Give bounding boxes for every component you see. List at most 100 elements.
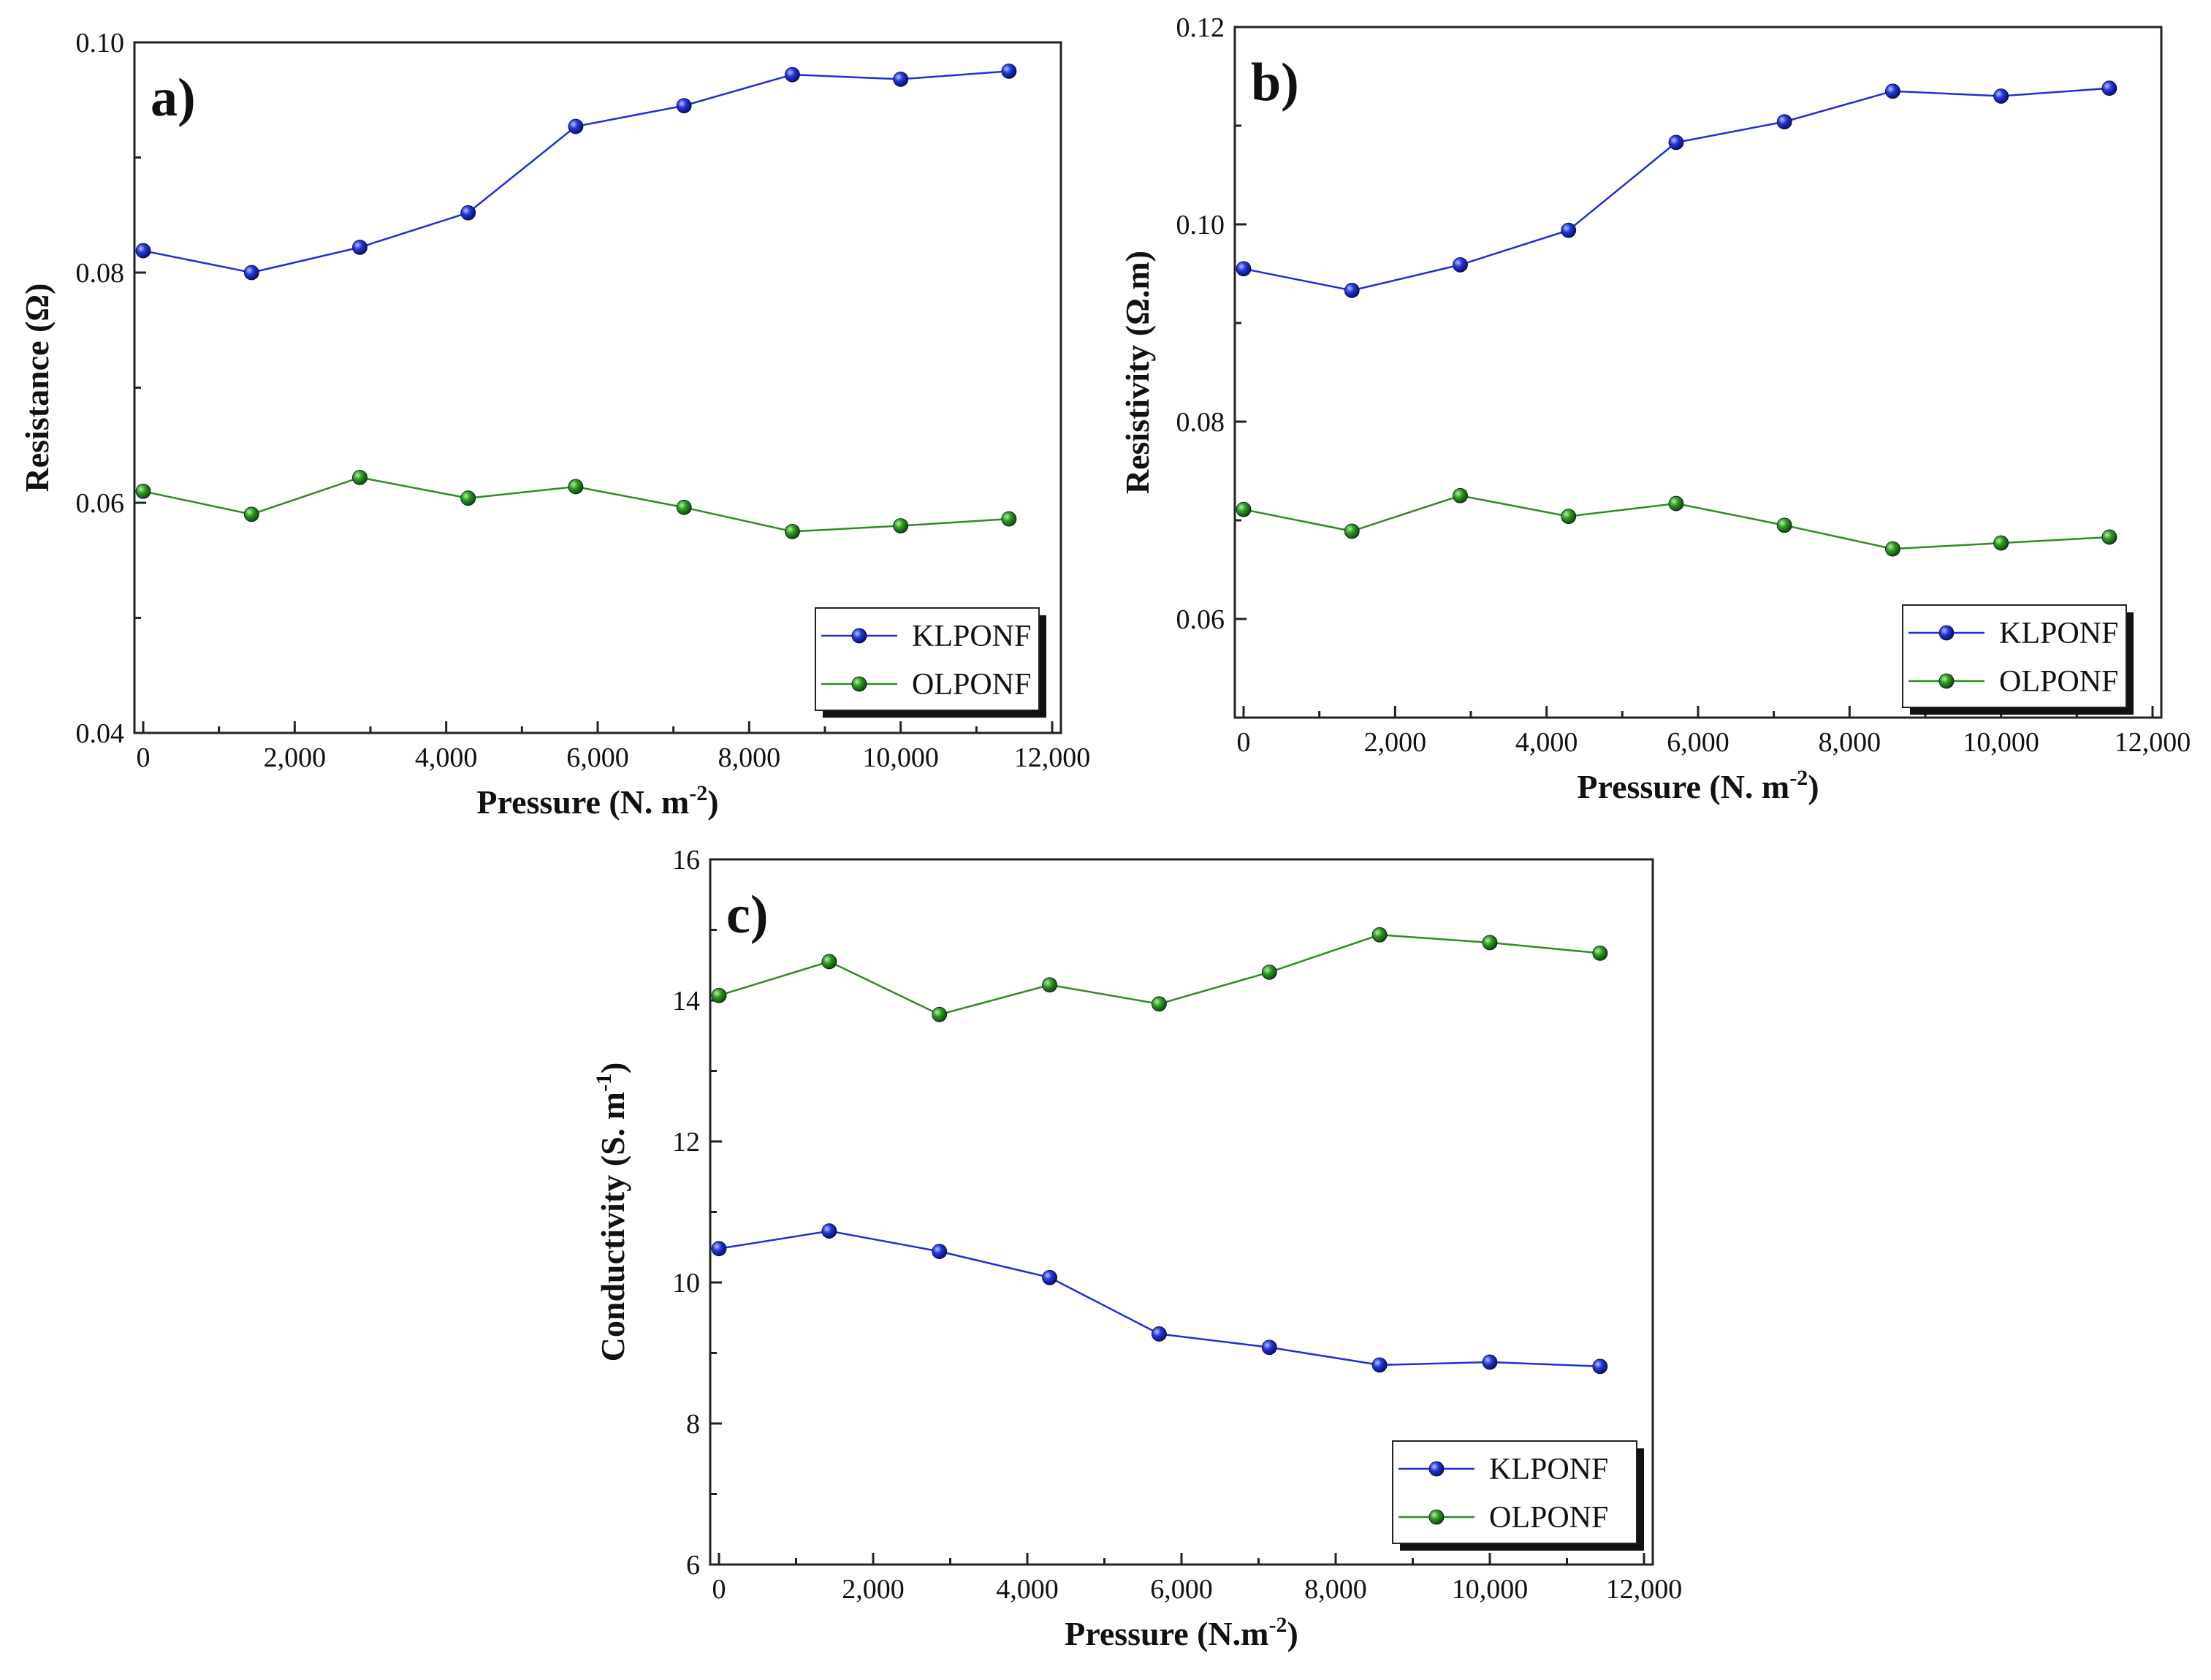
x-tick-label: 0 [137, 742, 151, 773]
data-point-olponf [243, 506, 259, 522]
data-point-olponf [1668, 495, 1684, 512]
data-point-klponf [893, 72, 909, 87]
data-point-klponf [1371, 1357, 1388, 1373]
data-point-olponf [352, 469, 368, 485]
x-tick-label: 6,000 [1667, 727, 1729, 758]
y-axis-title: Resistance (Ω) [18, 284, 56, 493]
legend-label-olponf: OLPONF [1999, 665, 2118, 699]
y-tick-label: 0.12 [1176, 12, 1225, 43]
data-point-olponf [2101, 529, 2117, 545]
data-point-olponf [932, 1006, 948, 1022]
y-tick-label: 6 [686, 1550, 700, 1581]
x-tick-label: 8,000 [718, 742, 781, 773]
x-axis-title: Pressure (N. m-2) [476, 781, 718, 821]
panel-label: b) [1251, 53, 1299, 113]
legend-marker-olponf [851, 676, 867, 692]
legend-label-olponf: OLPONF [1489, 1501, 1608, 1535]
series-line-klponf [142, 70, 1009, 274]
x-tick-label: 4,000 [996, 1574, 1059, 1605]
data-point-olponf [1344, 523, 1360, 539]
data-point-klponf [1993, 88, 2009, 104]
data-point-olponf [676, 499, 692, 515]
y-tick-label: 0.06 [76, 488, 125, 519]
data-point-klponf [2101, 80, 2117, 96]
y-tick-label: 0.10 [76, 28, 125, 58]
y-tick-label: 8 [686, 1409, 700, 1440]
y-tick-label: 0.08 [1176, 407, 1225, 438]
data-point-olponf [135, 483, 151, 499]
data-point-olponf [1001, 511, 1017, 527]
data-point-klponf [932, 1244, 948, 1259]
legend-marker-klponf [851, 628, 867, 644]
x-tick-label: 8,000 [1304, 1574, 1367, 1605]
y-tick-label: 10 [672, 1268, 700, 1299]
data-point-klponf [1561, 222, 1577, 238]
data-point-olponf [1152, 996, 1167, 1012]
y-tick-label: 16 [672, 845, 700, 875]
data-point-olponf [1236, 501, 1252, 517]
data-point-klponf [676, 98, 692, 114]
x-tick-label: 0 [1237, 727, 1251, 758]
data-point-olponf [785, 523, 800, 539]
x-tick-label: 10,000 [1452, 1574, 1529, 1605]
legend-box [1902, 604, 2127, 708]
legend-box [815, 607, 1040, 711]
y-tick-label: 0.04 [76, 718, 125, 749]
data-point-olponf [460, 490, 476, 506]
data-point-olponf [1453, 487, 1468, 503]
chart-panel-c: 0 2,000 4,000 6,000 8,000 10,000 12,000 6 8 10 12 1… [592, 845, 1682, 1652]
data-point-klponf [1453, 256, 1468, 273]
x-axis-title: Pressure (N.m-2) [1065, 1613, 1298, 1652]
x-tick-label: 6,000 [1150, 1574, 1213, 1605]
data-point-klponf [1042, 1269, 1057, 1285]
chart-panel-b: 0 2,000 4,000 6,000 8,000 10,000 12,000 0.06 0.0… [1119, 12, 2191, 805]
y-tick-label: 0.10 [1176, 210, 1225, 240]
data-point-olponf [1885, 541, 1900, 557]
y-tick-label: 14 [672, 986, 700, 1016]
data-point-olponf [1561, 509, 1577, 524]
data-point-olponf [1993, 535, 2009, 551]
x-tick-label: 10,000 [862, 742, 939, 773]
data-point-olponf [1776, 517, 1792, 533]
data-point-olponf [1592, 945, 1608, 961]
series-line-klponf [718, 1230, 1600, 1368]
data-point-olponf [711, 987, 727, 1003]
data-point-olponf [1482, 935, 1498, 951]
x-tick-label: 12,000 [1014, 742, 1091, 773]
legend-label-klponf: KLPONF [912, 620, 1031, 653]
x-tick-label: 12,000 [2115, 727, 2191, 758]
data-point-klponf [1152, 1326, 1167, 1342]
data-point-klponf [785, 66, 800, 83]
x-tick-label: 10,000 [1963, 727, 2039, 758]
legend-marker-olponf [1938, 673, 1955, 689]
x-tick-label: 2,000 [264, 742, 327, 773]
data-point-klponf [1236, 261, 1252, 277]
x-tick-label: 12,000 [1606, 1574, 1683, 1605]
data-point-klponf [1482, 1354, 1498, 1370]
legend-box [1392, 1440, 1637, 1544]
data-point-klponf [1261, 1339, 1277, 1356]
data-point-klponf [135, 243, 151, 259]
y-tick-label: 0.08 [76, 258, 125, 289]
data-point-klponf [1001, 63, 1017, 79]
x-tick-label: 0 [712, 1574, 726, 1605]
panel-label: c) [726, 885, 769, 945]
y-axis-title: Conductivity (S. m-1) [592, 1063, 631, 1362]
legend-marker-klponf [1938, 625, 1955, 641]
legend-label-olponf: OLPONF [912, 668, 1031, 702]
x-tick-label: 4,000 [415, 742, 478, 773]
y-tick-label: 12 [672, 1127, 700, 1158]
legend-marker-klponf [1428, 1461, 1445, 1477]
data-point-klponf [1668, 134, 1684, 151]
legend-label-klponf: KLPONF [1489, 1453, 1608, 1486]
y-axis-title: Resistivity (Ω.m) [1119, 251, 1156, 494]
data-point-olponf [1371, 927, 1388, 943]
data-point-klponf [1344, 283, 1360, 298]
data-point-olponf [821, 954, 837, 970]
data-point-olponf [893, 518, 909, 533]
x-tick-label: 8,000 [1819, 727, 1881, 758]
y-tick-label: 0.06 [1176, 604, 1225, 635]
data-point-olponf [1042, 977, 1057, 993]
data-point-klponf [1885, 83, 1900, 99]
